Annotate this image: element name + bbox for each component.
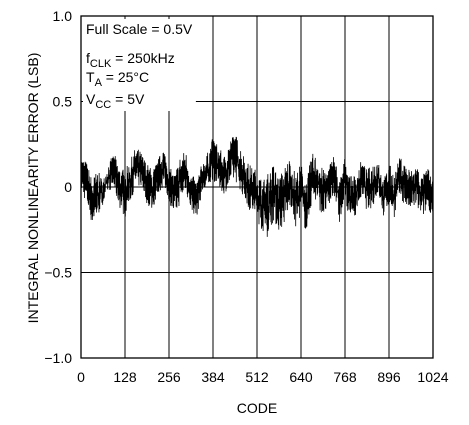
annotation-vcc: VCC = 5V	[86, 91, 145, 111]
annotation-box: Full Scale = 0.5V fCLK = 250kHz TA = 25°…	[86, 21, 193, 111]
y-tick-label: 0	[64, 179, 72, 195]
x-tick-label: 256	[157, 369, 181, 385]
annotation-fclk-main: f	[86, 50, 90, 66]
x-tick-label: 896	[377, 369, 401, 385]
y-tick-label: −1.0	[44, 350, 72, 366]
annotation-vcc-main: V	[86, 91, 96, 107]
y-axis-label: INTEGRAL NONLINEARITY ERROR (LSB)	[25, 53, 41, 324]
annotation-ta-rest: = 25°C	[102, 69, 149, 85]
x-tick-label: 384	[201, 369, 225, 385]
data-layer	[80, 136, 434, 237]
y-tick-label: 1.0	[53, 8, 73, 24]
x-tick-label: 512	[245, 369, 269, 385]
annotation-full-scale: Full Scale = 0.5V	[86, 21, 193, 37]
y-tick-label: 0.5	[53, 94, 73, 110]
annotation-vcc-sub: CC	[95, 99, 111, 111]
x-tick-label: 1024	[417, 369, 448, 385]
inl-series-line	[80, 136, 434, 237]
x-tick-label: 640	[289, 369, 313, 385]
x-tick-labels: 0 128 256 384 512 640 768 896 1024	[77, 369, 449, 385]
annotation-vcc-rest: = 5V	[111, 91, 145, 107]
annotation-ta-main: T	[86, 69, 95, 85]
x-tick-label: 768	[333, 369, 357, 385]
annotation-fclk: fCLK = 250kHz	[86, 50, 175, 70]
annotation-background	[83, 19, 196, 111]
annotation-fclk-rest: = 250kHz	[111, 50, 174, 66]
annotation-ta-sub: A	[95, 77, 103, 89]
x-axis-label: CODE	[237, 400, 277, 416]
y-tick-label: −0.5	[44, 265, 72, 281]
y-tick-labels: −1.0 −0.5 0 0.5 1.0	[44, 8, 72, 366]
annotation-fclk-sub: CLK	[90, 58, 112, 70]
x-tick-label: 0	[77, 369, 85, 385]
x-tick-label: 128	[113, 369, 137, 385]
annotation-ta: TA = 25°C	[86, 69, 149, 89]
